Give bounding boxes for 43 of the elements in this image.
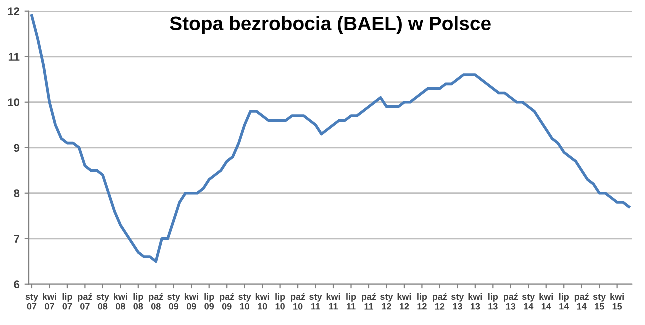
x-tick-label: lip 09 bbox=[204, 293, 214, 310]
x-tick-label: kwi 08 bbox=[114, 293, 128, 310]
x-tick-label: sty 09 bbox=[168, 294, 180, 310]
x-tick-label: kwi 15 bbox=[610, 293, 624, 310]
y-tick-label: 12 bbox=[8, 8, 20, 16]
chart-title: Stopa bezrobocia (BAEL) w Polsce bbox=[170, 16, 491, 34]
x-tick-label: sty 07 bbox=[26, 294, 38, 310]
x-tick-label: lip 08 bbox=[134, 293, 144, 310]
x-tick-label: lip 07 bbox=[62, 293, 72, 310]
y-tick-label: 9 bbox=[14, 144, 20, 152]
y-tick-label: 11 bbox=[8, 53, 20, 61]
x-tick-label: lip 11 bbox=[346, 293, 356, 310]
x-tick-label: lip 14 bbox=[559, 293, 570, 310]
x-tick-label: sty 10 bbox=[238, 294, 252, 310]
x-tick-label: lip 12 bbox=[418, 293, 428, 310]
x-tick-label: lip 13 bbox=[488, 293, 498, 310]
y-tick-label: 8 bbox=[14, 190, 20, 198]
x-tick-label: paź 09 bbox=[220, 293, 234, 310]
x-tick-label: paź 10 bbox=[291, 293, 306, 310]
x-tick-label: paź 08 bbox=[149, 293, 164, 310]
x-tick-label: lip 10 bbox=[276, 293, 286, 310]
x-tick-label: sty 12 bbox=[380, 294, 394, 310]
x-tick-label: sty 11 bbox=[310, 294, 322, 310]
x-tick-label: paź 12 bbox=[433, 293, 448, 310]
x-tick-label: kwi 11 bbox=[326, 293, 340, 310]
x-tick-label: sty 14 bbox=[522, 294, 536, 310]
x-tick-label: kwi 10 bbox=[256, 293, 270, 310]
x-tick-label: kwi 09 bbox=[184, 293, 198, 310]
x-tick-label: paź 14 bbox=[574, 293, 590, 310]
x-tick-label: kwi 13 bbox=[468, 293, 482, 310]
x-tick-label: kwi 12 bbox=[398, 293, 412, 310]
x-tick-label: sty 08 bbox=[96, 294, 110, 310]
x-tick-label: kwi 07 bbox=[43, 293, 56, 310]
x-tick-label: paź 13 bbox=[504, 293, 518, 310]
x-tick-label: sty 15 bbox=[593, 294, 606, 310]
x-tick-label: paź 11 bbox=[362, 293, 376, 310]
x-tick-label: kwi 14 bbox=[540, 293, 554, 310]
x-tick-label: sty 13 bbox=[451, 294, 464, 310]
y-tick-label: 10 bbox=[8, 98, 20, 107]
line-series bbox=[30, 14, 631, 264]
x-tick-label: paź 07 bbox=[78, 293, 92, 310]
y-tick-label: 6 bbox=[14, 280, 20, 289]
y-tick-label: 7 bbox=[14, 235, 20, 243]
